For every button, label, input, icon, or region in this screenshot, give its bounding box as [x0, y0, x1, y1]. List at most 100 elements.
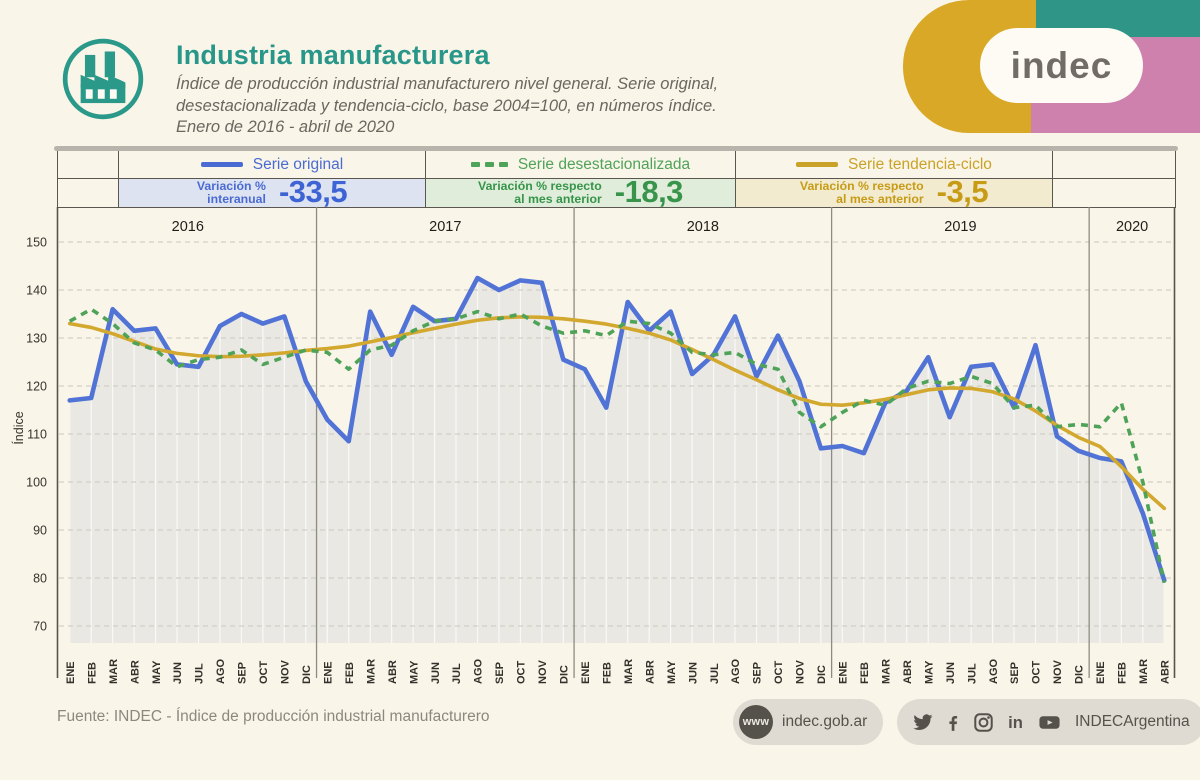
social-badge[interactable]: in INDECArgentina — [897, 699, 1200, 745]
instagram-icon[interactable] — [973, 712, 994, 733]
indec-logo: indec — [903, 0, 1200, 133]
legend-stats-table: Serie original Serie desestacionalizada … — [54, 146, 1178, 209]
month-label: SEP — [237, 662, 249, 684]
y-tick-label: 110 — [27, 428, 47, 442]
month-label: FEB — [1117, 662, 1129, 684]
month-label: ABR — [902, 660, 914, 684]
y-tick-label: 140 — [26, 284, 47, 298]
month-label: OCT — [1031, 661, 1043, 685]
month-label: DIC — [559, 665, 571, 684]
month-label: MAY — [151, 660, 163, 684]
subtitle-line-2: desestacionalizada y tendencia-ciclo, ba… — [176, 96, 717, 115]
stat-label: Variación % interanual — [196, 178, 266, 206]
year-label: 2020 — [1116, 219, 1148, 235]
month-label: SEP — [752, 662, 764, 684]
y-tick-label: 70 — [33, 620, 47, 634]
legend-item-serie-desestacionalizada: Serie desestacionalizada — [426, 151, 736, 179]
month-label: MAR — [623, 659, 635, 684]
factory-icon — [60, 36, 146, 122]
month-label: JUL — [451, 663, 463, 684]
month-label: JUL — [709, 663, 721, 684]
month-label: ENE — [1095, 661, 1107, 684]
stat-value: -18,3 — [614, 174, 684, 209]
month-label: MAR — [365, 659, 377, 684]
month-label: NOV — [795, 660, 807, 685]
year-label: 2017 — [429, 219, 461, 235]
month-label: ENE — [65, 661, 77, 684]
month-label: ENE — [838, 661, 850, 684]
month-label: SEP — [1009, 662, 1021, 684]
svg-text:in: in — [1008, 712, 1023, 731]
month-label: OCT — [773, 661, 785, 685]
month-label: JUN — [172, 662, 184, 684]
year-label: 2016 — [172, 219, 204, 235]
linkedin-icon[interactable]: in — [1004, 712, 1027, 733]
month-label: JUN — [430, 662, 442, 684]
month-label: JUL — [194, 663, 206, 684]
stat-variacion-interanual: Variación % interanual -33,5 — [119, 174, 426, 209]
month-label: SEP — [494, 662, 506, 684]
legend-label: Serie original — [252, 155, 344, 173]
www-icon: www — [739, 705, 773, 739]
month-label: ENE — [322, 661, 334, 684]
month-label: DIC — [301, 665, 313, 684]
month-label: FEB — [601, 662, 613, 684]
month-label: ENE — [580, 661, 592, 684]
month-label: MAR — [1138, 659, 1150, 684]
legend-spacer-left — [58, 151, 119, 179]
month-label: JUL — [966, 663, 978, 684]
line-serie-desestacionalizada — [68, 307, 1167, 584]
legend-spacer-right — [1053, 151, 1176, 179]
month-label: DIC — [816, 665, 828, 684]
table-top-bar — [54, 146, 1178, 151]
website-url: indec.gob.ar — [782, 713, 868, 730]
stat-value: -3,5 — [936, 174, 989, 209]
month-label: FEB — [86, 662, 98, 684]
month-label: OCT — [258, 661, 270, 685]
month-label: MAY — [408, 660, 420, 684]
month-label: ABR — [387, 660, 399, 684]
month-label: ABR — [1159, 660, 1171, 684]
stats-spacer-right — [1053, 179, 1176, 208]
stats-spacer-left — [58, 179, 119, 208]
page-subtitle: Índice de producción industrial manufact… — [176, 74, 718, 139]
month-label: ABR — [129, 660, 141, 684]
logo-wordmark: indec — [1010, 44, 1113, 86]
serie-original-line-swatch — [200, 162, 243, 167]
stat-value: -33,5 — [278, 174, 348, 209]
serie-desestacionalizada-line-swatch — [470, 162, 508, 167]
line-serie-original — [67, 275, 1167, 583]
subtitle-line-3: Enero de 2016 - abril de 2020 — [176, 118, 395, 136]
month-label: ABR — [644, 660, 656, 684]
stat-label: Variación % respecto al mes anterior — [799, 178, 924, 206]
y-tick-label: 90 — [33, 524, 47, 538]
month-label: AGO — [730, 659, 742, 685]
youtube-icon[interactable] — [1037, 712, 1062, 733]
month-label: JUN — [687, 662, 699, 684]
month-label: FEB — [344, 662, 356, 684]
month-label: AGO — [473, 659, 485, 685]
month-label: DIC — [1074, 665, 1086, 684]
stat-label: Variación % respecto al mes anterior — [478, 178, 602, 206]
source-note: Fuente: INDEC - Índice de producción ind… — [57, 708, 490, 725]
legend-label: Serie tendencia-ciclo — [848, 155, 992, 173]
month-label: FEB — [859, 662, 871, 684]
month-label: NOV — [1052, 660, 1064, 685]
month-label: AGO — [988, 659, 1000, 685]
legend-item-serie-original: Serie original — [119, 151, 426, 179]
y-tick-label: 120 — [26, 380, 47, 394]
area-fill — [69, 278, 1165, 643]
month-label: AGO — [215, 659, 227, 685]
page-title: Industria manufacturera — [176, 40, 490, 70]
facebook-icon[interactable] — [943, 712, 963, 733]
legend-item-serie-tendencia-ciclo: Serie tendencia-ciclo — [736, 151, 1053, 179]
month-label: JUN — [945, 662, 957, 684]
y-tick-label: 150 — [26, 236, 47, 250]
website-badge[interactable]: www indec.gob.ar — [733, 699, 884, 745]
twitter-icon[interactable] — [912, 712, 933, 733]
month-label: NOV — [280, 660, 292, 685]
year-label: 2018 — [687, 219, 719, 235]
line-chart: 70 80 90 100 110 120 130 140 150 2016 2017 2018 2019… — [11, 207, 1176, 685]
month-label: MAY — [923, 660, 935, 684]
y-tick-label: 100 — [26, 476, 47, 490]
